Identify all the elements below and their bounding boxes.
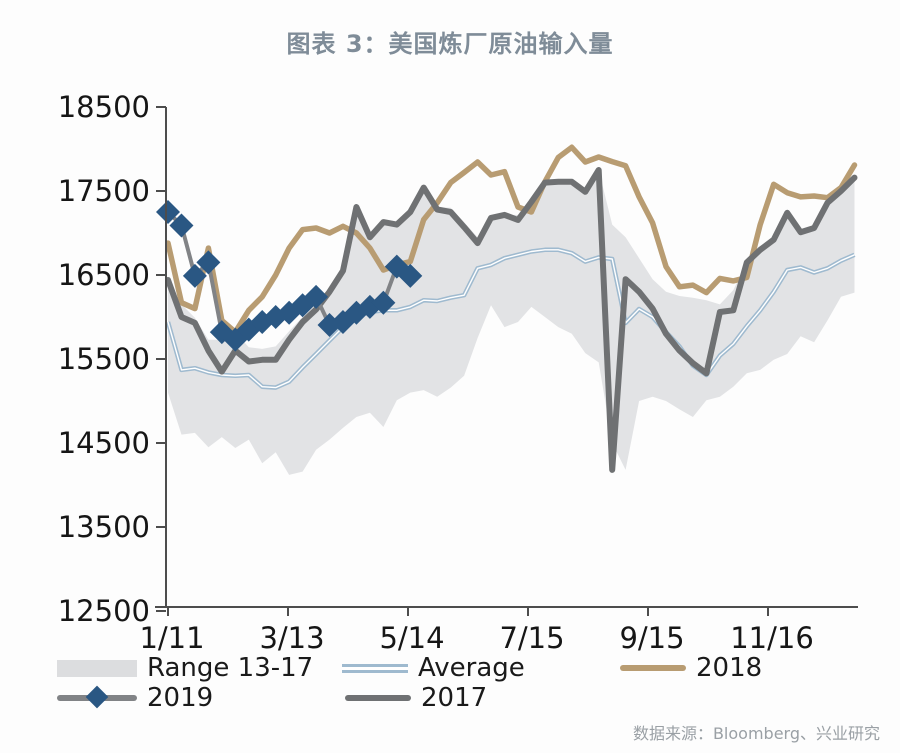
diamond-marker-icon [371,290,396,315]
x-tick-label: 7/15 [499,621,564,655]
legend-label-average: Average [418,653,525,683]
range-swatch [57,659,137,677]
y-tick-label: 12500 [58,594,150,628]
legend-label-2019: 2019 [147,683,214,713]
line-2017-swatch [345,695,411,701]
diamond-marker-icon [169,213,194,238]
legend-item-range: Range 13-17 [57,653,313,683]
legend-item-2018: 2018 [620,653,762,683]
line-2018-swatch [620,665,686,671]
series-2019-markers [156,200,423,352]
legend-item-average: Average [342,653,525,683]
x-tick-label: 1/11 [139,621,204,655]
diamond-marker-icon [398,263,423,288]
x-tick-label: 11/16 [730,621,814,655]
line-2019-swatch [57,685,137,709]
diamond-marker-icon [182,263,207,288]
series-2017-line [165,167,858,473]
y-tick-label: 14500 [58,426,150,460]
diamond-marker-icon [196,250,221,275]
x-tick-label: 5/14 [379,621,444,655]
chart-title: 图表 3：美国炼厂原油输入量 [286,30,614,58]
y-tick-label: 16500 [58,258,150,292]
legend-label-range: Range 13-17 [147,653,314,683]
diamond-marker-icon [236,317,261,342]
range-band [168,170,855,475]
average-line-core [167,249,855,389]
data-source-note: 数据来源：Bloomberg、兴业研究 [632,724,880,743]
average-swatch [342,663,408,673]
y-tick-label: 17500 [58,174,150,208]
legend-label-2018: 2018 [696,653,763,683]
y-tick-label: 15500 [58,342,150,376]
diamond-marker-icon [85,685,109,709]
y-tick-label: 13500 [58,510,150,544]
diamond-marker-icon [304,284,329,309]
x-tick-label: 9/15 [619,621,684,655]
x-tick-label: 3/13 [259,621,324,655]
legend-item-2019: 2019 [57,683,213,713]
diamond-marker-icon [156,200,180,224]
y-tick-label: 18500 [58,90,150,124]
legend-item-2017: 2017 [345,683,487,713]
legend-label-2017: 2017 [421,683,488,713]
